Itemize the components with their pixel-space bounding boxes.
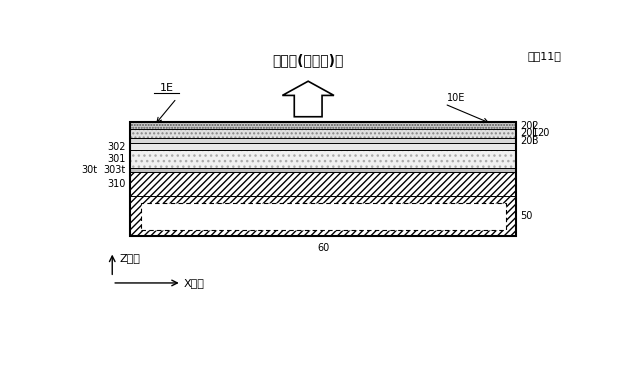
Bar <box>141 203 506 230</box>
Bar <box>129 150 516 168</box>
Bar <box>129 196 516 236</box>
Bar <box>129 138 516 144</box>
Text: 1E: 1E <box>160 83 174 93</box>
Text: 30t: 30t <box>81 165 97 175</box>
Text: 203: 203 <box>520 136 539 146</box>
Bar <box>129 129 516 138</box>
Text: 303t: 303t <box>104 165 125 175</box>
Text: 302: 302 <box>107 142 125 152</box>
Text: X方向: X方向 <box>184 278 205 288</box>
Bar <box>129 168 516 172</box>
Bar <box>129 123 516 236</box>
Text: 【図11】: 【図11】 <box>527 51 561 61</box>
Text: 50: 50 <box>520 211 533 221</box>
Bar <box>129 123 516 129</box>
Text: 201: 201 <box>520 128 539 138</box>
Text: 310: 310 <box>108 179 125 189</box>
Text: 202: 202 <box>520 121 539 131</box>
Text: Z方向: Z方向 <box>120 253 141 263</box>
Bar <box>129 172 516 196</box>
Bar <box>129 123 516 129</box>
Text: 表示面(操作面)側: 表示面(操作面)側 <box>273 53 344 67</box>
Bar <box>129 129 516 138</box>
Polygon shape <box>282 81 334 117</box>
Text: 60: 60 <box>317 243 329 253</box>
Bar <box>129 150 516 168</box>
Text: 301: 301 <box>108 154 125 164</box>
Text: 10E: 10E <box>447 93 465 103</box>
Text: 20: 20 <box>537 128 549 138</box>
Bar <box>129 196 516 236</box>
Bar <box>129 172 516 196</box>
Bar <box>129 144 516 150</box>
